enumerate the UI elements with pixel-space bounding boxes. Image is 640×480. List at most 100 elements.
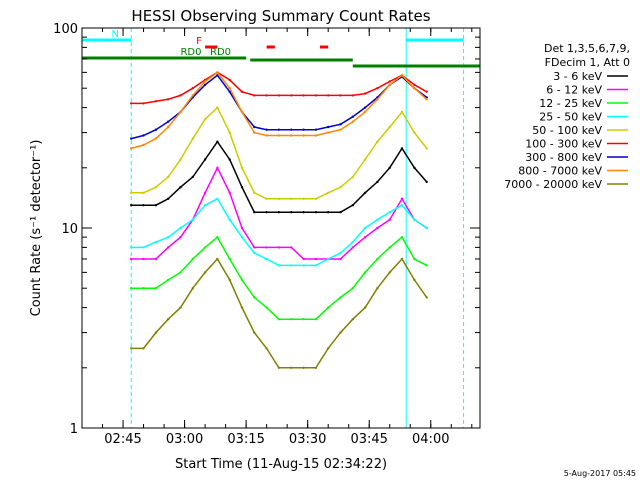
series-point-2-7: [216, 236, 219, 239]
series-point-3-19: [363, 226, 367, 230]
series-point-8-8: [228, 278, 231, 282]
series-point-0-5: [191, 175, 194, 179]
series-point-2-10: [253, 296, 256, 299]
series-point-3-8: [228, 218, 231, 221]
series-point-2-13: [290, 318, 293, 321]
series-point-6-18: [351, 115, 354, 118]
series-point-4-19: [363, 158, 367, 161]
x-tick-label-5: 04:00: [412, 432, 449, 447]
series-point-1-4: [179, 236, 182, 239]
series-line-4: [131, 106, 428, 200]
legend-label-3: 25 - 50 keV: [539, 111, 602, 124]
series-point-3-4: [179, 226, 182, 230]
series-point-5-21: [388, 80, 391, 83]
series-point-4-7: [216, 106, 219, 109]
series-point-1-8: [228, 191, 231, 194]
series-layer: [130, 71, 428, 369]
series-point-0-21: [388, 166, 391, 169]
series-point-8-18: [351, 318, 354, 321]
series-point-3-21: [388, 211, 391, 214]
series-point-8-3: [167, 318, 170, 321]
series-point-4-21: [388, 125, 391, 129]
series-point-1-17: [339, 257, 342, 261]
series-point-1-1: [142, 257, 145, 261]
annotation-label-6: F: [196, 36, 202, 47]
series-point-7-12: [277, 134, 281, 137]
series-point-6-13: [290, 128, 293, 131]
series-point-4-24: [425, 147, 428, 150]
series-point-0-12: [277, 211, 281, 214]
series-point-3-18: [351, 240, 354, 244]
series-point-2-17: [339, 296, 342, 299]
series-point-0-15: [314, 211, 318, 214]
series-point-0-19: [363, 191, 367, 194]
series-point-7-7: [216, 71, 219, 74]
series-point-4-23: [413, 131, 416, 134]
series-point-2-20: [376, 257, 379, 261]
series-point-1-7: [216, 166, 219, 169]
series-point-3-9: [240, 236, 244, 239]
series-point-2-5: [191, 257, 194, 261]
series-point-4-1: [142, 191, 145, 194]
series-point-1-22: [400, 197, 404, 200]
legend: Det 1,3,5,6,7,9,FDecim 1, Att 03 - 6 keV…: [504, 42, 630, 191]
series-point-7-3: [167, 125, 170, 129]
series-point-5-23: [413, 83, 416, 87]
series-point-8-24: [425, 296, 428, 299]
series-point-5-17: [339, 94, 342, 97]
footer-timestamp: 5-Aug-2017 05:45: [564, 469, 636, 478]
series-point-7-1: [142, 143, 145, 147]
series-point-8-6: [203, 271, 207, 274]
series-point-7-5: [191, 94, 194, 97]
series-point-3-3: [167, 236, 170, 239]
series-point-1-10: [253, 246, 256, 249]
series-line-3: [131, 197, 428, 267]
y-tick-label-2: 100: [53, 22, 78, 37]
series-point-8-4: [179, 306, 182, 309]
series-point-2-22: [400, 236, 404, 239]
series-point-7-20: [376, 98, 379, 101]
series-point-8-16: [327, 347, 330, 350]
series-point-3-5: [191, 218, 194, 221]
series-point-0-9: [240, 186, 244, 189]
series-point-0-17: [339, 211, 342, 214]
series-point-4-14: [302, 197, 305, 200]
series-point-0-0: [130, 204, 133, 207]
series-point-8-21: [388, 271, 391, 274]
series-point-5-4: [179, 94, 182, 97]
series-point-2-0: [130, 287, 133, 290]
series-point-7-24: [425, 98, 428, 101]
series-point-8-0: [130, 347, 133, 350]
series-point-8-12: [277, 366, 281, 369]
x-tick-label-4: 03:45: [350, 432, 387, 447]
series-point-2-2: [154, 287, 158, 290]
legend-label-2: 12 - 25 keV: [539, 97, 602, 110]
series-point-4-0: [130, 191, 133, 194]
series-line-2: [131, 236, 428, 320]
series-point-0-11: [265, 211, 268, 214]
series-point-6-0: [130, 137, 133, 140]
series-point-7-22: [400, 74, 404, 77]
series-point-2-3: [167, 278, 170, 282]
series-point-3-12: [277, 264, 281, 267]
annotation-label-0: N: [112, 29, 119, 40]
series-point-5-19: [363, 92, 367, 95]
series-point-6-3: [167, 120, 170, 123]
series-point-0-7: [216, 140, 219, 143]
x-tick-label-1: 03:00: [166, 432, 203, 447]
series-point-7-8: [228, 87, 231, 90]
series-point-8-20: [376, 287, 379, 290]
series-point-1-19: [363, 236, 367, 239]
series-point-1-13: [290, 246, 293, 249]
series-point-3-10: [253, 251, 256, 255]
series-point-7-4: [179, 110, 182, 114]
series-point-4-15: [314, 197, 318, 200]
series-point-0-6: [203, 158, 207, 161]
series-point-5-5: [191, 87, 194, 90]
series-point-6-15: [314, 128, 318, 131]
series-point-0-3: [167, 197, 170, 200]
series-point-8-15: [314, 366, 318, 369]
y-axis-label: Count Rate (s⁻¹ detector⁻¹): [29, 140, 44, 317]
series-point-7-17: [339, 128, 342, 131]
